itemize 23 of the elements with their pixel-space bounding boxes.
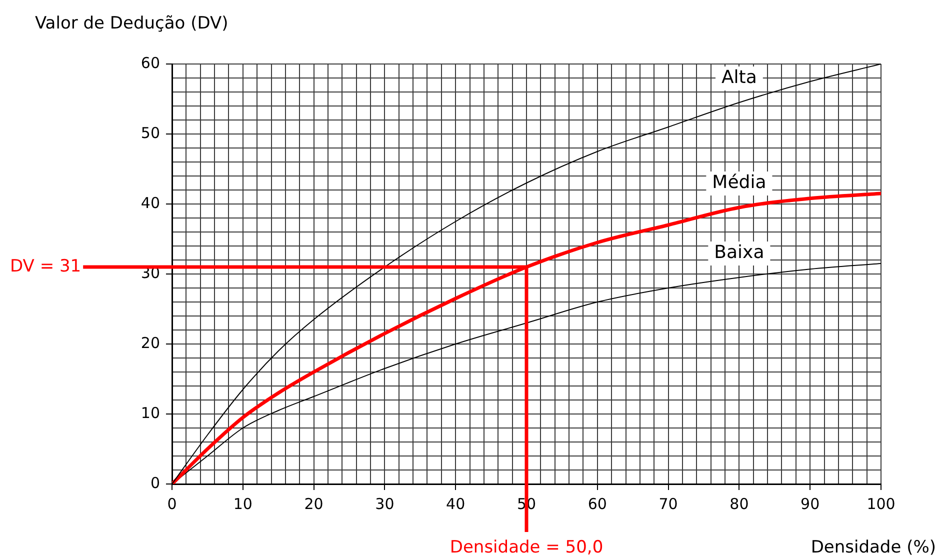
series-label: Baixa — [714, 242, 764, 264]
series-label: Alta — [721, 67, 757, 88]
y-tick-label: 20 — [140, 334, 160, 352]
x-tick-label: 90 — [800, 494, 820, 513]
x-tick-label: 30 — [375, 494, 394, 513]
y-axis-title: Valor de Dedução (DV) — [35, 13, 228, 34]
x-tick-label: 80 — [730, 494, 749, 513]
x-tick-label: 10 — [233, 494, 252, 513]
y-tick-label: 0 — [150, 474, 160, 492]
x-tick-label: 40 — [446, 494, 466, 513]
y-tick-label: 50 — [140, 124, 160, 142]
x-tick-label: 70 — [658, 494, 678, 513]
x-tick-label: 60 — [588, 494, 607, 513]
x-tick-label: 20 — [304, 494, 324, 513]
x-tick-label: 100 — [866, 494, 896, 513]
x-tick-label: 0 — [167, 494, 177, 513]
ref-line-label: DV = 31 — [10, 256, 82, 276]
y-tick-label: 60 — [140, 54, 160, 72]
y-tick-label: 10 — [140, 404, 160, 422]
y-tick-label: 40 — [140, 194, 160, 212]
series-label: Média — [712, 172, 766, 194]
ref-line-label: Densidade = 50,0 — [450, 537, 604, 558]
x-axis-title: Densidade (%) — [810, 537, 936, 558]
